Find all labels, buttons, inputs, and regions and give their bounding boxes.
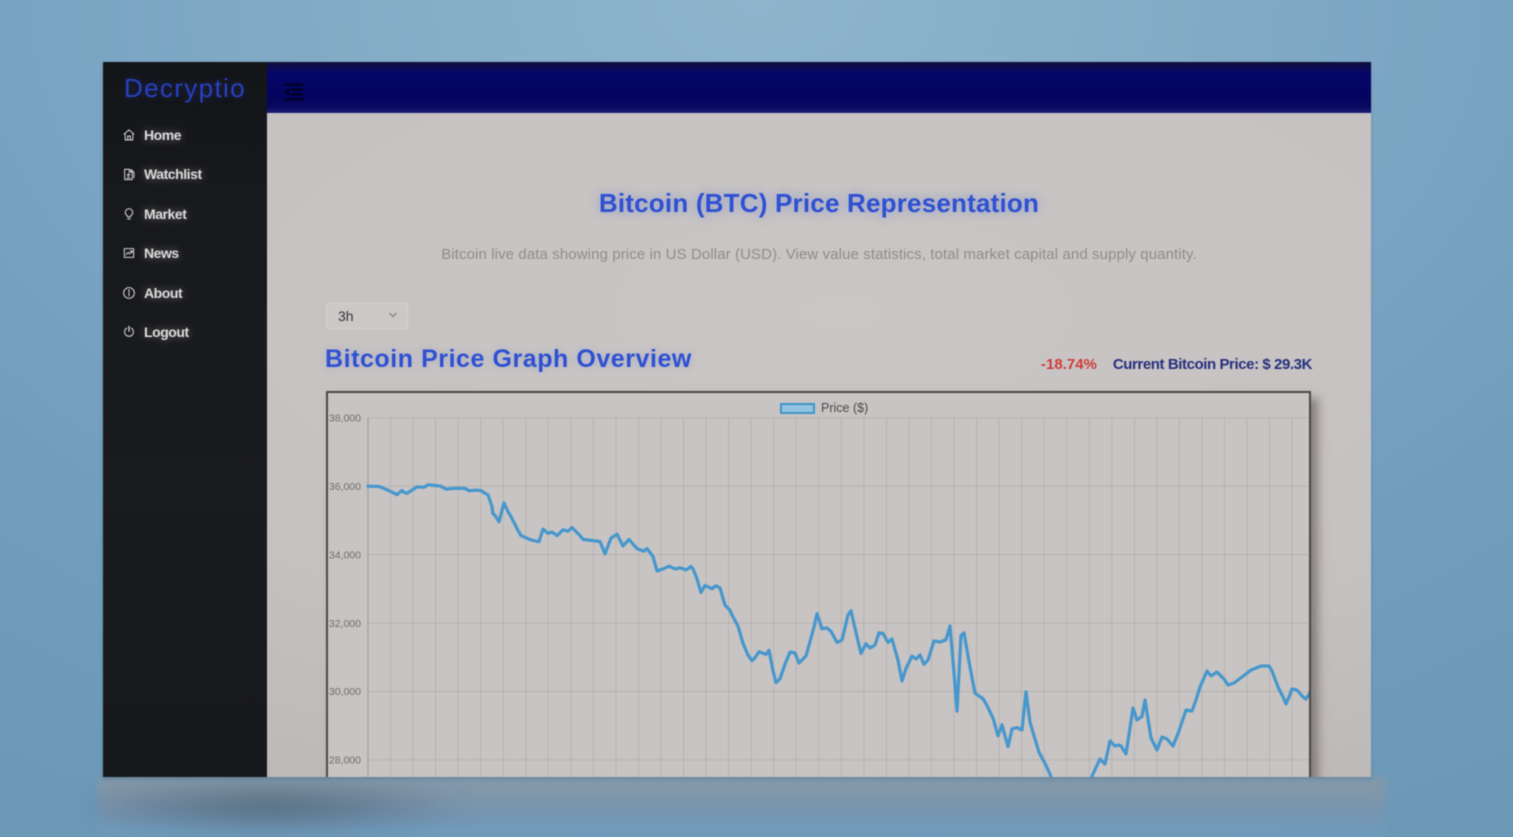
svg-text:36,000: 36,000 <box>329 481 361 493</box>
svg-text:34,000: 34,000 <box>329 549 361 561</box>
svg-text:30,000: 30,000 <box>329 686 361 698</box>
svg-text:28,000: 28,000 <box>329 755 361 767</box>
svg-text:32,000: 32,000 <box>329 618 361 630</box>
svg-text:38,000: 38,000 <box>329 413 361 425</box>
